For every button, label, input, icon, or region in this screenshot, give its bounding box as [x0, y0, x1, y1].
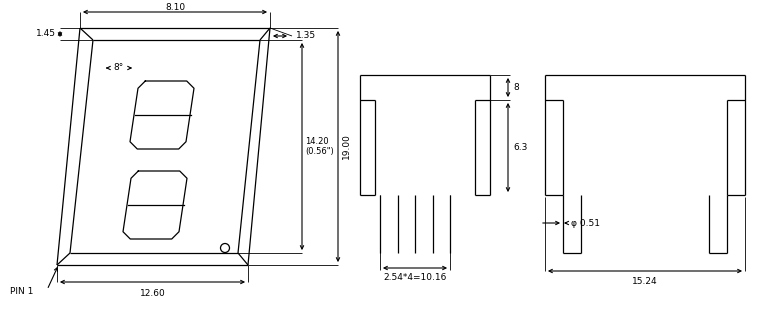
Text: 1.45: 1.45 [36, 30, 56, 38]
Text: 8: 8 [513, 83, 519, 92]
Text: 12.60: 12.60 [140, 289, 165, 299]
Text: 2.54*4=10.16: 2.54*4=10.16 [384, 273, 447, 282]
Text: 6.3: 6.3 [513, 143, 527, 152]
Text: 1.35: 1.35 [296, 31, 316, 39]
Text: 8.10: 8.10 [165, 3, 185, 11]
Text: 19.00: 19.00 [342, 134, 351, 159]
Text: φ 0.51: φ 0.51 [571, 218, 600, 227]
Text: 15.24: 15.24 [632, 276, 658, 286]
Text: PIN 1: PIN 1 [10, 287, 34, 296]
Text: 8°: 8° [113, 64, 123, 73]
Text: 14.20
(0.56"): 14.20 (0.56") [305, 137, 334, 156]
